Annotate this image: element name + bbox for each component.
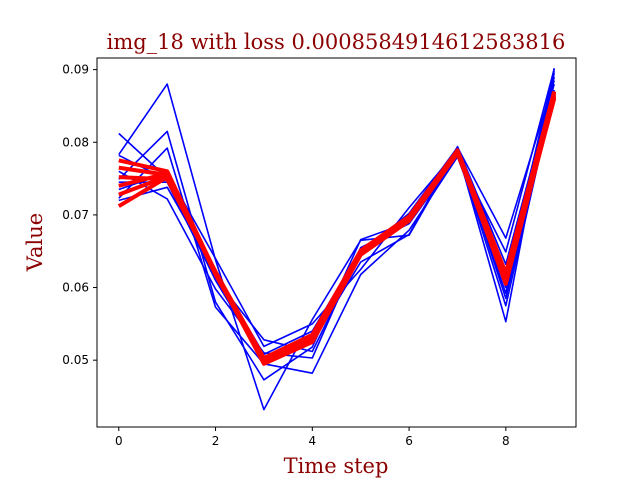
x-tick-label: 0 (115, 434, 123, 448)
x-tick-label: 8 (502, 434, 510, 448)
x-tick-label: 6 (405, 434, 413, 448)
x-axis: 0 2 4 6 8 (115, 427, 510, 448)
red-series-line-11 (118, 90, 557, 361)
y-tick-label: 0.07 (62, 208, 89, 222)
chart-title: img_18 with loss 0.0008584914612583816 (107, 30, 566, 54)
plot-frame (96, 57, 577, 428)
x-tick-label: 2 (212, 434, 220, 448)
y-axis-label: Value (23, 213, 47, 272)
red-series-line-14 (118, 95, 557, 363)
x-tick-label: 4 (308, 434, 316, 448)
y-axis: 0.05 0.06 0.07 0.08 0.09 (62, 63, 97, 367)
y-tick-label: 0.05 (62, 353, 89, 367)
y-tick-label: 0.08 (62, 135, 89, 149)
blue-series-line-1 (118, 68, 555, 411)
y-tick-label: 0.06 (62, 281, 89, 295)
blue-series-line-7 (118, 83, 555, 362)
y-tick-label: 0.09 (62, 63, 89, 77)
x-axis-label: Time step (284, 454, 389, 478)
series-layer (117, 68, 557, 411)
